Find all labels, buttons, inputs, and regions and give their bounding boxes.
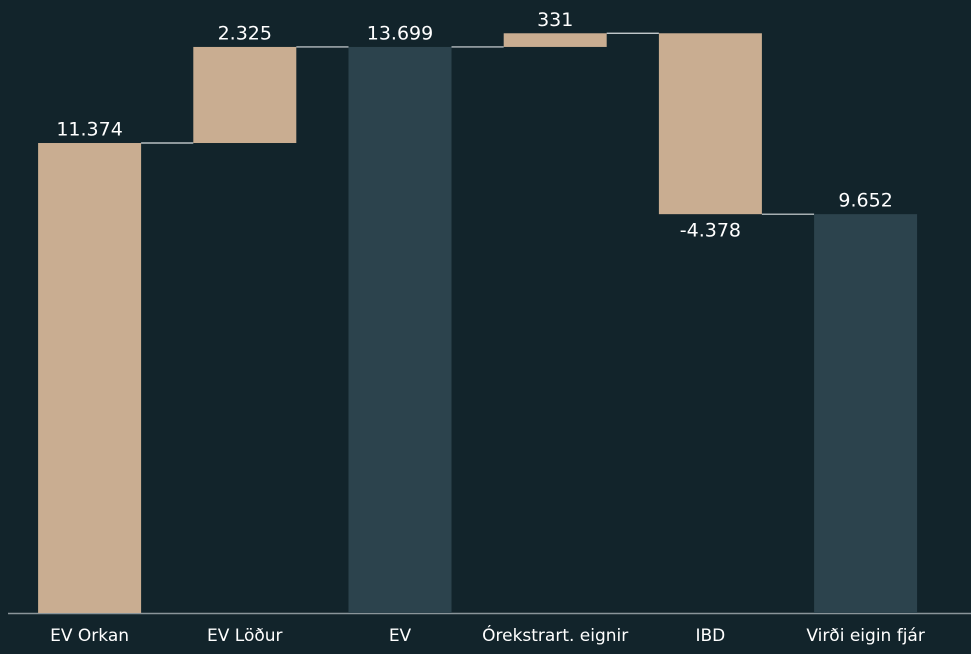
x-tick-label: Virði eigin fjár xyxy=(806,626,925,646)
bar xyxy=(193,46,297,144)
x-tick-label: IBD xyxy=(696,626,726,646)
x-tick-label: EV Orkan xyxy=(50,626,129,646)
bar xyxy=(38,143,142,613)
x-tick-label: EV Löður xyxy=(207,626,283,646)
x-tick-label: Órekstrart. eignir xyxy=(482,624,628,646)
bar xyxy=(658,33,762,215)
value-label: 9.652 xyxy=(838,190,892,212)
bar xyxy=(503,33,607,47)
value-label: 331 xyxy=(537,9,573,31)
value-label: 11.374 xyxy=(56,119,122,141)
bar xyxy=(814,214,918,613)
value-label: -4.378 xyxy=(680,220,741,242)
value-label: 13.699 xyxy=(367,22,433,44)
value-label: 2.325 xyxy=(218,22,272,44)
bar xyxy=(348,46,452,614)
x-tick-label: EV xyxy=(389,626,412,646)
